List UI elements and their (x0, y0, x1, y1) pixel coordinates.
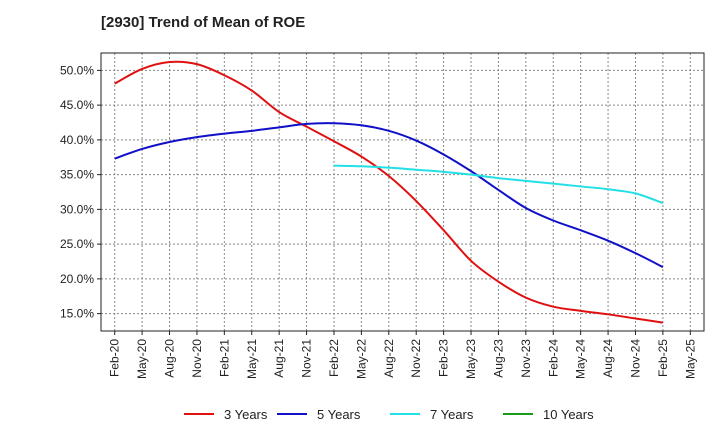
x-tick-label: Aug-23 (491, 339, 505, 378)
y-tick-label: 35.0% (60, 168, 94, 182)
series-line-3-years (114, 60, 664, 324)
x-tick-label: Aug-22 (382, 339, 396, 378)
x-tick-label: Feb-20 (108, 339, 122, 377)
series-lines (114, 60, 664, 324)
x-tick-label: Feb-22 (327, 339, 341, 377)
x-tick-label: Nov-23 (519, 339, 533, 378)
x-tick-label: Aug-21 (272, 339, 286, 378)
x-tick-label: Nov-21 (300, 339, 314, 378)
series-line-7-years (333, 164, 664, 205)
y-tick-label: 50.0% (60, 63, 94, 77)
x-tick-label: Nov-20 (190, 339, 204, 378)
x-tick-label: May-24 (574, 339, 588, 379)
x-tick-label: May-23 (464, 339, 478, 379)
y-tick-label: 30.0% (60, 202, 94, 216)
y-tick-label: 40.0% (60, 133, 94, 147)
x-tick-label: Feb-21 (217, 339, 231, 377)
legend-label-7-years: 7 Years (430, 407, 474, 422)
x-tick-label: Feb-25 (656, 339, 670, 377)
x-tick-label: Nov-22 (409, 339, 423, 378)
plot-area (100, 52, 705, 332)
y-tick-label: 25.0% (60, 237, 94, 251)
y-tick-label: 15.0% (60, 307, 94, 321)
legend-label-3-years: 3 Years (224, 407, 268, 422)
grid (101, 53, 704, 331)
x-tick-label: Aug-24 (601, 339, 615, 378)
x-tick-label: Feb-23 (437, 339, 451, 377)
x-axis: Feb-20 May-20 Aug-20 Nov-20 Feb-21 May-21 Aug-… (108, 331, 697, 379)
y-axis: 15.0% 20.0% 25.0% 30.0% 35.0% 40.0% 45.0% 50.0% (60, 63, 101, 321)
x-tick-label: May-21 (245, 339, 259, 379)
x-tick-label: Nov-24 (628, 339, 642, 378)
legend-label-5-years: 5 Years (317, 407, 361, 422)
series-line-5-years (114, 122, 664, 268)
y-tick-label: 45.0% (60, 98, 94, 112)
x-tick-label: May-25 (683, 339, 697, 379)
x-tick-label: May-22 (354, 339, 368, 379)
legend-label-10-years: 10 Years (543, 407, 594, 422)
chart-title: [2930] Trend of Mean of ROE (101, 14, 306, 31)
x-tick-label: May-20 (135, 339, 149, 379)
y-tick-label: 20.0% (60, 272, 94, 286)
legend: 3 Years 5 Years 7 Years 10 Years (184, 407, 594, 422)
x-tick-label: Feb-24 (546, 339, 560, 377)
x-tick-label: Aug-20 (163, 339, 177, 378)
